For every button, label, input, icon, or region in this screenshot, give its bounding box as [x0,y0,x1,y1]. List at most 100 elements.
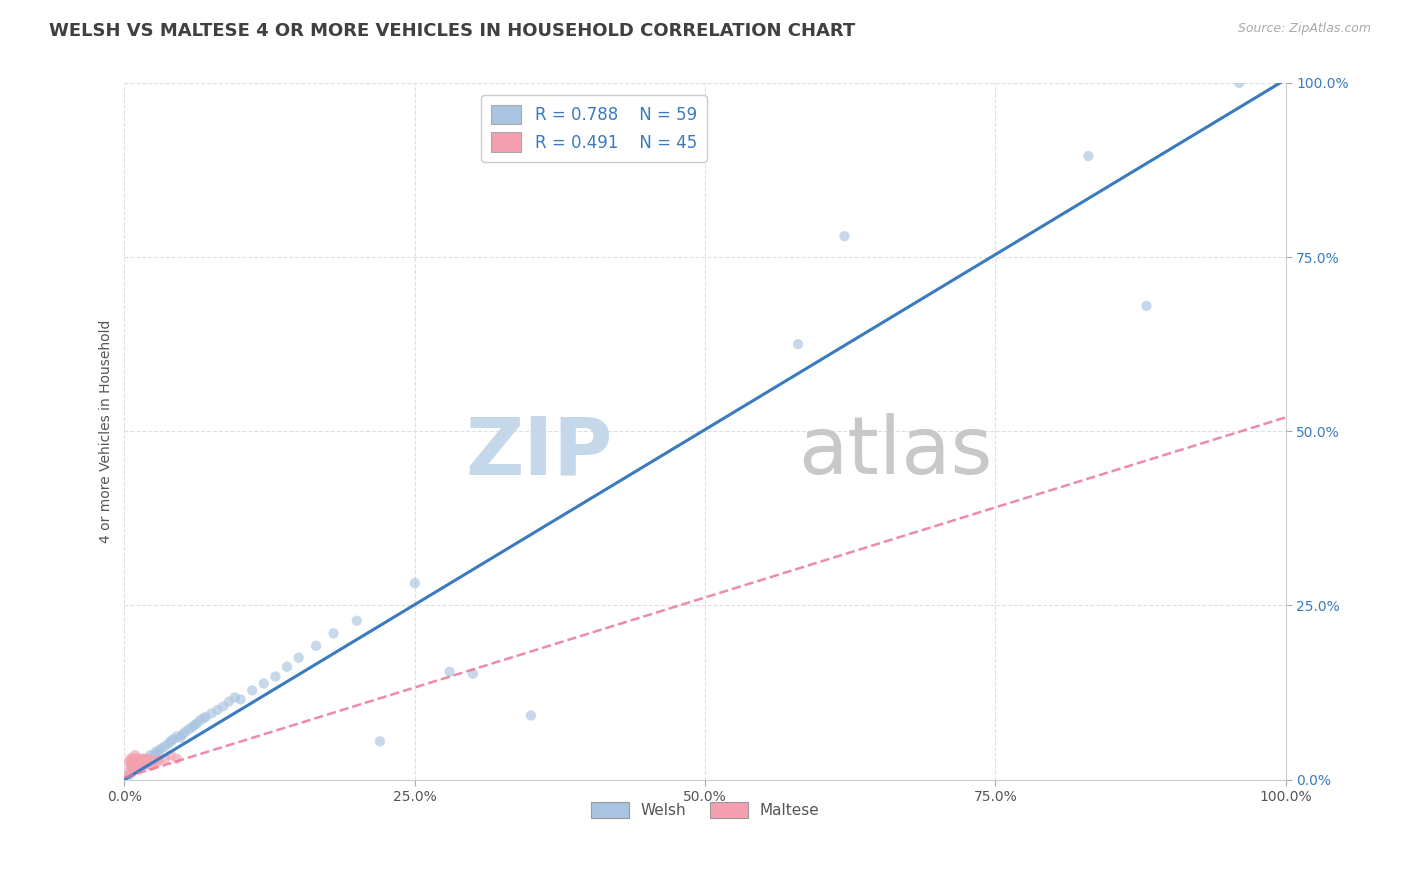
Point [146,746,169,760]
Point [173,725,195,739]
Point [128,752,150,766]
Text: WELSH VS MALTESE 4 OR MORE VEHICLES IN HOUSEHOLD CORRELATION CHART: WELSH VS MALTESE 4 OR MORE VEHICLES IN H… [49,22,855,40]
Point [127,757,149,772]
Point [264,669,287,683]
Point [124,748,146,763]
Point [120,758,142,772]
Point [461,666,484,681]
Point [404,576,426,591]
Point [128,755,150,769]
Point [120,760,142,774]
Point [128,757,150,772]
Point [127,755,149,769]
Point [305,639,328,653]
Point [131,755,153,769]
Point [129,753,152,767]
Point [1227,76,1250,90]
Point [287,650,309,665]
Point [122,760,145,774]
Point [121,755,143,769]
Point [124,760,146,774]
Point [1135,299,1157,313]
Point [139,753,162,767]
Point [240,683,263,698]
Point [166,752,188,766]
Point [180,720,202,734]
Point [120,755,142,769]
Point [129,757,152,772]
Point [200,706,222,721]
Point [135,755,157,769]
Point [124,757,146,772]
Point [186,717,208,731]
Point [162,732,184,747]
Point [122,762,145,776]
Point [120,767,142,781]
Point [134,753,156,767]
Point [160,734,183,748]
Point [229,692,252,706]
Point [132,757,155,772]
Point [125,753,148,767]
Text: atlas: atlas [799,413,993,491]
Point [148,753,170,767]
Point [322,626,344,640]
Point [143,753,166,767]
Point [346,614,368,628]
Point [177,723,200,737]
Point [127,760,149,774]
Point [121,762,143,776]
Point [122,752,145,766]
Point [117,765,139,780]
Point [125,762,148,776]
Point [188,714,211,728]
Point [136,753,159,767]
Point [142,748,165,763]
Point [120,752,142,766]
Point [125,762,148,776]
Text: Source: ZipAtlas.com: Source: ZipAtlas.com [1237,22,1371,36]
Point [117,769,139,783]
Point [224,690,246,705]
Point [193,711,215,725]
Point [172,727,194,741]
Point [138,755,160,769]
Point [368,734,391,748]
Point [160,748,183,763]
Point [121,764,143,779]
Point [118,755,141,769]
Point [131,755,153,769]
Legend: Welsh, Maltese: Welsh, Maltese [585,796,825,824]
Point [145,745,167,759]
Point [253,676,276,690]
Point [121,752,143,766]
Point [207,703,229,717]
Point [122,755,145,769]
Point [183,718,205,732]
Point [136,752,159,766]
Point [520,708,543,723]
Point [131,758,153,772]
Point [212,699,235,714]
Point [132,752,155,766]
Point [166,730,188,744]
Point [153,739,176,754]
Point [146,755,169,769]
Point [132,755,155,769]
Point [134,757,156,772]
Point [134,752,156,766]
Point [142,755,165,769]
Point [194,710,217,724]
Point [439,665,461,679]
Point [1077,149,1099,163]
Point [127,758,149,772]
Point [141,758,163,772]
Point [136,757,159,772]
Point [150,741,173,756]
Point [153,752,176,766]
Point [127,752,149,766]
Point [134,755,156,769]
Point [218,695,240,709]
Point [139,748,162,763]
Point [120,765,142,780]
